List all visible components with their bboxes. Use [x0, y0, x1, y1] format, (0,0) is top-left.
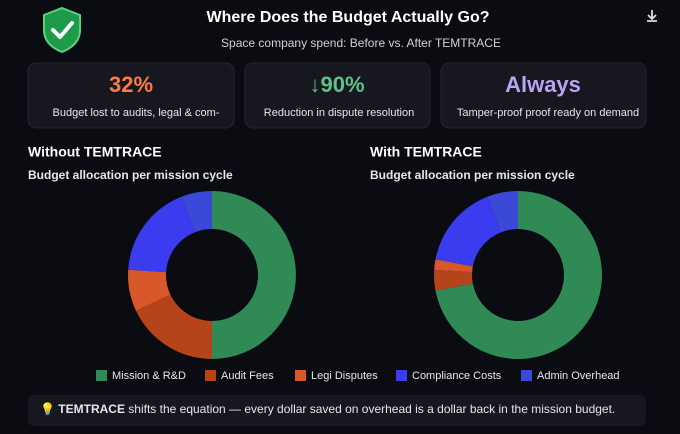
stat-label: Budget lost to audits, legal & com- [53, 107, 220, 119]
donut-segment [435, 196, 502, 267]
stat-value: Always [505, 72, 581, 97]
stat-value: 32% [109, 72, 153, 97]
donut-segment [487, 191, 518, 233]
donut-segment [135, 294, 212, 359]
donut-segment [128, 196, 196, 273]
donut-segment [434, 269, 473, 291]
shield-icon [43, 6, 81, 54]
donut-segment [212, 191, 296, 359]
chart-title: Without TEMTRACE [28, 144, 162, 160]
chart-title: With TEMTRACE [370, 144, 482, 160]
donut-segment [128, 269, 171, 311]
donut-segment [434, 259, 473, 273]
title: Where Does the Budget Actually Go? [207, 9, 490, 26]
legend-swatch [521, 370, 532, 381]
stat-label: Reduction in dispute resolution [264, 107, 414, 119]
donut-segment [181, 191, 212, 233]
chart-subtitle: Budget allocation per mission cycle [28, 168, 233, 182]
legend-swatch [396, 370, 407, 381]
legend-label: Compliance Costs [412, 370, 502, 382]
donut-segment [435, 191, 602, 359]
stat-card [244, 62, 431, 129]
legend-label: Legi Disputes [311, 370, 378, 382]
legend-swatch [96, 370, 107, 381]
footer-box [28, 395, 646, 426]
legend-swatch [205, 370, 216, 381]
stat-card [440, 62, 647, 129]
stat-value: ↓90% [309, 72, 364, 97]
legend-label: Mission & R&D [112, 370, 186, 382]
legend-swatch [295, 370, 306, 381]
footer-text: 💡 TEMTRACE shifts the equation — every d… [40, 402, 615, 416]
download-button[interactable] [647, 10, 657, 22]
footer-icon: 💡 [40, 402, 55, 416]
stat-card [27, 62, 235, 129]
legend-label: Admin Overhead [537, 370, 620, 382]
chart-subtitle: Budget allocation per mission cycle [370, 168, 575, 182]
footer-emphasis: TEMTRACE [58, 402, 125, 416]
stat-label: Tamper-proof proof ready on demand [457, 107, 639, 119]
footer-body: shifts the equation — every dollar saved… [125, 402, 615, 416]
legend-label: Audit Fees [221, 370, 274, 382]
subtitle: Space company spend: Before vs. After TE… [221, 36, 501, 50]
